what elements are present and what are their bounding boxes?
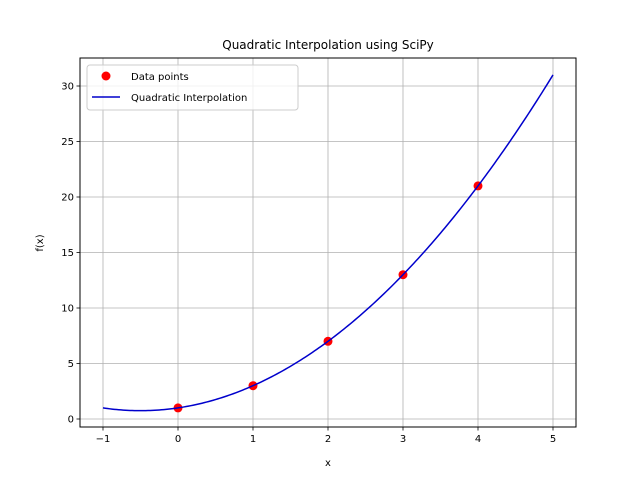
chart-title: Quadratic Interpolation using SciPy [222,38,434,52]
legend-box [86,64,299,111]
y-tick-label: 15 [61,248,74,259]
y-axis-ticks: 0 5 10 15 20 25 30 [61,82,80,426]
y-tick-label: 30 [61,82,74,93]
y-tick-label: 0 [68,415,74,426]
legend-label-data-points: Data points [131,72,189,83]
y-tick-label: 10 [61,304,74,315]
x-tick-label: −1 [96,434,111,445]
x-tick-label: 5 [550,434,556,445]
x-axis-label: x [325,458,331,469]
legend-marker-icon [101,71,111,81]
x-axis-ticks: −1 0 1 2 3 4 5 [96,427,556,445]
y-tick-label: 5 [68,359,74,370]
x-tick-label: 1 [250,434,256,445]
interpolation-curve [102,74,554,412]
interpolation-line [102,74,554,412]
x-tick-label: 4 [475,434,481,445]
x-tick-label: 2 [325,434,331,445]
y-tick-label: 25 [61,137,74,148]
legend: Data points Quadratic Interpolation [86,64,299,111]
y-tick-label: 20 [61,193,74,204]
y-axis-label: f(x) [35,234,46,251]
x-tick-label: 0 [175,434,181,445]
legend-label-interpolation: Quadratic Interpolation [131,93,247,104]
grid-lines [80,58,576,427]
x-tick-label: 3 [400,434,406,445]
